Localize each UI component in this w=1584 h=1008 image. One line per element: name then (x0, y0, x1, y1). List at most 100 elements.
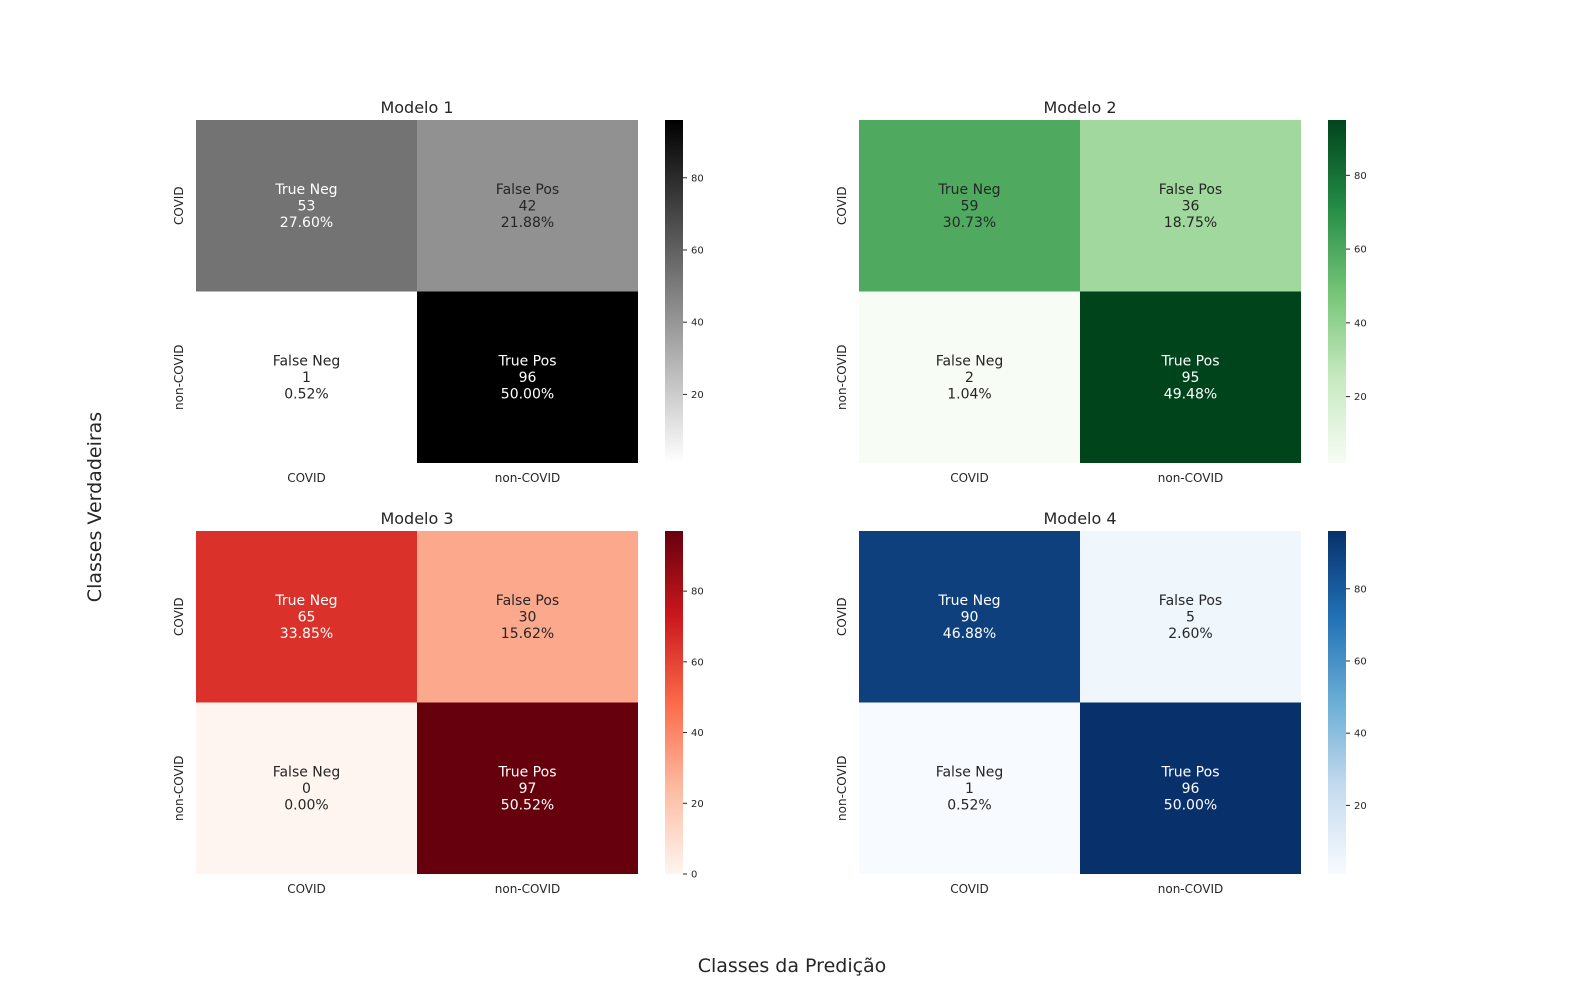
cell-count: 65 (298, 609, 316, 625)
cell-label: True Pos (1161, 764, 1220, 780)
colorbar-tick-label: 80 (691, 173, 704, 184)
cell-percent: 0.52% (284, 386, 328, 402)
y-tick-label: COVID (835, 186, 849, 225)
heatmap-cell (196, 291, 417, 463)
colorbar-tick-label: 40 (1354, 729, 1367, 740)
colorbar-tick-label: 20 (1354, 801, 1367, 812)
heatmap-cell (859, 291, 1080, 463)
cell-label: False Pos (496, 593, 559, 609)
cell-count: 97 (519, 781, 537, 797)
panel-title: Modelo 1 (380, 98, 453, 117)
cell-label: True Neg (274, 593, 337, 609)
colorbar-tick-label: 20 (1354, 392, 1367, 403)
cell-count: 95 (1182, 370, 1200, 386)
cell-label: True Neg (274, 182, 337, 198)
cell-label: False Neg (273, 764, 341, 780)
cell-label: False Pos (496, 182, 559, 198)
colorbar-tick-label: 40 (1354, 318, 1367, 329)
y-tick-label: COVID (835, 597, 849, 636)
colorbar-tick-label: 20 (691, 390, 704, 401)
cell-percent: 15.62% (501, 626, 554, 642)
x-tick-label: COVID (287, 882, 326, 896)
colorbar-tick-label: 40 (691, 728, 704, 739)
panel-title: Modelo 2 (1043, 98, 1116, 117)
cell-label: True Pos (498, 353, 557, 369)
cell-percent: 1.04% (947, 386, 991, 402)
heatmap-cell (196, 120, 417, 292)
y-tick-label: non-COVID (835, 756, 849, 821)
colorbar (1328, 120, 1346, 463)
colorbar (1328, 531, 1346, 874)
heatmap-cell (417, 702, 638, 874)
y-tick-label: non-COVID (172, 345, 186, 410)
heatmap-cell (417, 120, 638, 292)
x-tick-label: COVID (950, 882, 989, 896)
cell-label: False Pos (1159, 182, 1222, 198)
cell-count: 30 (519, 609, 537, 625)
cell-percent: 21.88% (501, 215, 554, 231)
cell-count: 1 (302, 370, 311, 386)
cell-count: 36 (1182, 198, 1200, 214)
colorbar-tick-label: 60 (1354, 656, 1367, 667)
colorbar-tick-label: 60 (691, 657, 704, 668)
cell-label: False Neg (936, 764, 1004, 780)
cell-count: 53 (298, 198, 316, 214)
cell-percent: 49.48% (1164, 386, 1217, 402)
y-tick-label: non-COVID (172, 756, 186, 821)
heatmap-cell (417, 291, 638, 463)
cell-percent: 50.00% (1164, 797, 1217, 813)
x-tick-label: COVID (287, 471, 326, 485)
colorbar (665, 531, 683, 874)
heatmap-cell (1080, 120, 1301, 292)
heatmap-cell (1080, 702, 1301, 874)
heatmap-cell (196, 702, 417, 874)
colorbar-tick-label: 20 (691, 799, 704, 810)
colorbar-tick-label: 80 (1354, 171, 1367, 182)
cell-label: True Pos (498, 764, 557, 780)
cell-count: 1 (965, 781, 974, 797)
heatmap-cell (1080, 291, 1301, 463)
x-tick-label: non-COVID (1158, 882, 1223, 896)
x-tick-label: COVID (950, 471, 989, 485)
cell-percent: 46.88% (943, 626, 996, 642)
cell-count: 96 (1182, 781, 1200, 797)
cell-percent: 0.00% (284, 797, 328, 813)
panel-title: Modelo 3 (380, 509, 453, 528)
y-tick-label: COVID (172, 597, 186, 636)
cell-label: False Pos (1159, 593, 1222, 609)
cell-label: True Neg (937, 182, 1000, 198)
cell-percent: 2.60% (1168, 626, 1212, 642)
x-tick-label: non-COVID (495, 882, 560, 896)
cell-percent: 30.73% (943, 215, 996, 231)
cell-count: 59 (961, 198, 979, 214)
figure-xlabel: Classes da Predição (698, 955, 887, 977)
cell-label: True Neg (937, 593, 1000, 609)
panel-title: Modelo 4 (1043, 509, 1116, 528)
figure-ylabel: Classes Verdadeiras (84, 412, 106, 602)
heatmap-cell (196, 531, 417, 703)
heatmap-cell (859, 702, 1080, 874)
y-tick-label: COVID (172, 186, 186, 225)
cell-label: False Neg (936, 353, 1004, 369)
cell-percent: 18.75% (1164, 215, 1217, 231)
colorbar-tick-label: 80 (1354, 584, 1367, 595)
cell-count: 0 (302, 781, 311, 797)
colorbar-tick-label: 40 (691, 318, 704, 329)
heatmap-cell (859, 120, 1080, 292)
colorbar-tick-label: 80 (691, 587, 704, 598)
colorbar-tick-label: 60 (1354, 245, 1367, 256)
cell-percent: 0.52% (947, 797, 991, 813)
heatmap-cell (1080, 531, 1301, 703)
y-tick-label: non-COVID (835, 345, 849, 410)
cell-count: 42 (519, 198, 537, 214)
cell-label: False Neg (273, 353, 341, 369)
cell-percent: 50.00% (501, 386, 554, 402)
x-tick-label: non-COVID (495, 471, 560, 485)
colorbar-tick-label: 0 (691, 870, 697, 881)
cell-count: 90 (961, 609, 979, 625)
cell-count: 5 (1186, 609, 1195, 625)
